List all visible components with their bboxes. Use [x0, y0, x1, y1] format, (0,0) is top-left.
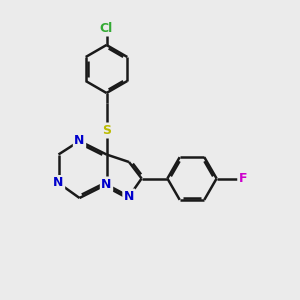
Text: F: F	[239, 172, 247, 185]
Text: N: N	[101, 178, 112, 191]
Text: Cl: Cl	[100, 22, 113, 35]
Text: N: N	[74, 134, 85, 148]
Text: S: S	[102, 124, 111, 137]
Text: N: N	[124, 190, 134, 203]
Text: N: N	[53, 176, 64, 190]
